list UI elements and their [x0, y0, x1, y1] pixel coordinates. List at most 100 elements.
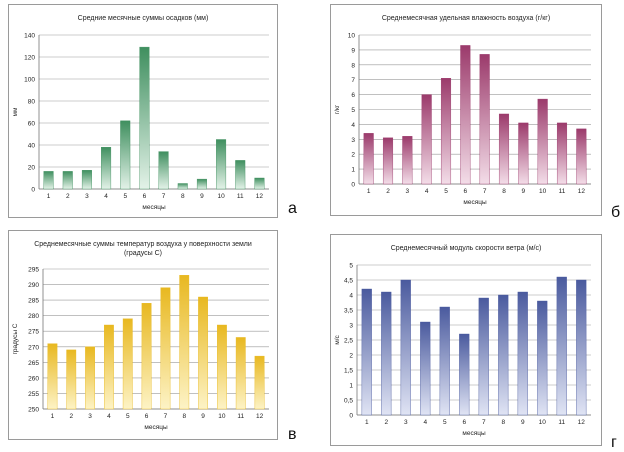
bar-8 — [498, 113, 510, 185]
x-tick-label: 10 — [218, 413, 226, 420]
y-tick-label: 255 — [28, 391, 39, 398]
y-tick-label: 140 — [24, 33, 35, 40]
y-tick-label: 9 — [351, 47, 355, 54]
x-tick-label: 4 — [104, 193, 108, 200]
x-axis-label: месяцы — [462, 430, 486, 437]
y-tick-label: 2,5 — [344, 338, 353, 345]
x-tick-label: 1 — [365, 419, 369, 426]
x-tick-label: 11 — [237, 193, 244, 200]
bar-2 — [382, 137, 394, 185]
y-tick-label: 3 — [351, 137, 355, 144]
bar-1 — [363, 133, 374, 185]
bar-4 — [101, 146, 112, 190]
x-tick-label: 11 — [559, 188, 566, 195]
x-tick-label: 5 — [443, 419, 447, 426]
x-tick-label: 5 — [123, 193, 127, 200]
y-tick-label: 2 — [351, 152, 355, 159]
bar-5 — [120, 120, 131, 190]
bar-11 — [556, 122, 568, 185]
x-tick-label: 4 — [107, 413, 111, 420]
x-tick-label: 10 — [539, 419, 547, 426]
y-tick-label: 285 — [28, 298, 39, 305]
y-tick-label: 0 — [349, 413, 353, 420]
y-tick-label: 5 — [349, 263, 353, 270]
y-tick-label: 260 — [28, 375, 39, 382]
bar-12 — [254, 355, 265, 410]
x-tick-label: 9 — [521, 419, 525, 426]
bar-8 — [498, 294, 509, 416]
bar-7 — [158, 151, 169, 190]
y-tick-label: 250 — [28, 407, 39, 414]
bar-9 — [198, 296, 208, 410]
y-axis-label: градусы С — [12, 323, 19, 354]
bar-1 — [47, 343, 58, 410]
y-tick-label: 0 — [31, 187, 35, 194]
chart-panel-humidity: 0 1 2 3 4 5 6 7 8 9 10 1 2 3 4 5 6 7 8 9 10 11 12 месяцы г/кг Ср… — [330, 4, 602, 216]
x-tick-label: 5 — [444, 188, 448, 195]
bar-6 — [459, 333, 470, 416]
x-tick-label: 6 — [143, 193, 147, 200]
y-tick-label: 2 — [349, 353, 353, 360]
bar-2 — [62, 171, 73, 190]
bar-3 — [400, 279, 411, 416]
y-tick-label: 80 — [28, 99, 36, 106]
bar-8 — [177, 183, 188, 190]
x-tick-label: 7 — [164, 413, 168, 420]
x-axis-label: месяцы — [463, 199, 487, 206]
y-tick-label: 1 — [349, 383, 353, 390]
x-tick-label: 9 — [522, 188, 526, 195]
chart-title: Среднемесячные суммы температур воздуха … — [34, 241, 252, 257]
x-tick-label: 10 — [539, 188, 547, 195]
y-tick-label: 60 — [28, 121, 36, 128]
x-tick-label: 3 — [88, 413, 92, 420]
y-tick-label: 8 — [351, 62, 355, 69]
y-tick-label: 6 — [351, 92, 355, 99]
x-tick-label: 8 — [181, 193, 185, 200]
bar-7 — [160, 287, 171, 410]
chart-title: Средние месячные суммы осадков (мм) — [77, 15, 209, 22]
y-axis-label: мм — [12, 107, 19, 116]
x-tick-label: 3 — [85, 193, 89, 200]
y-tick-label: 4 — [349, 293, 353, 300]
x-tick-label: 11 — [237, 413, 244, 420]
chart-title: Среднемесячный модуль скорости ветра (м/… — [390, 245, 542, 252]
x-axis-label: месяцы — [144, 424, 168, 431]
y-axis-label: г/кг — [334, 104, 341, 114]
y-tick-label: 1,5 — [344, 368, 353, 375]
bar-4 — [420, 321, 431, 416]
x-tick-label: 2 — [69, 413, 73, 420]
y-tick-label: 4 — [351, 122, 355, 129]
bar-10 — [216, 139, 227, 190]
x-tick-label: 6 — [145, 413, 149, 420]
bar-9 — [517, 291, 528, 416]
bar-9 — [196, 178, 207, 190]
bar-4 — [104, 324, 114, 410]
x-tick-label: 8 — [501, 419, 505, 426]
bar-12 — [576, 128, 587, 185]
x-tick-label: 6 — [464, 188, 468, 195]
x-tick-label: 2 — [384, 419, 388, 426]
bar-10 — [217, 324, 227, 410]
bar-5 — [439, 306, 450, 416]
y-tick-label: 270 — [28, 344, 39, 351]
x-tick-label: 1 — [367, 188, 371, 195]
x-tick-label: 10 — [217, 193, 225, 200]
x-tick-label: 2 — [66, 193, 70, 200]
x-tick-label: 3 — [406, 188, 410, 195]
x-tick-label: 12 — [256, 193, 264, 200]
x-tick-label: 7 — [482, 419, 486, 426]
y-tick-label: 3,5 — [344, 308, 353, 315]
bar-10 — [537, 300, 548, 416]
panel-letter: б — [611, 204, 621, 221]
bar-7 — [479, 54, 490, 185]
x-tick-label: 12 — [578, 188, 586, 195]
x-axis-label: месяцы — [142, 204, 166, 211]
y-tick-label: 265 — [28, 360, 39, 367]
x-tick-label: 3 — [404, 419, 408, 426]
y-axis-label: м/с — [334, 334, 341, 344]
x-tick-label: 9 — [200, 193, 204, 200]
bar-2 — [66, 349, 77, 410]
